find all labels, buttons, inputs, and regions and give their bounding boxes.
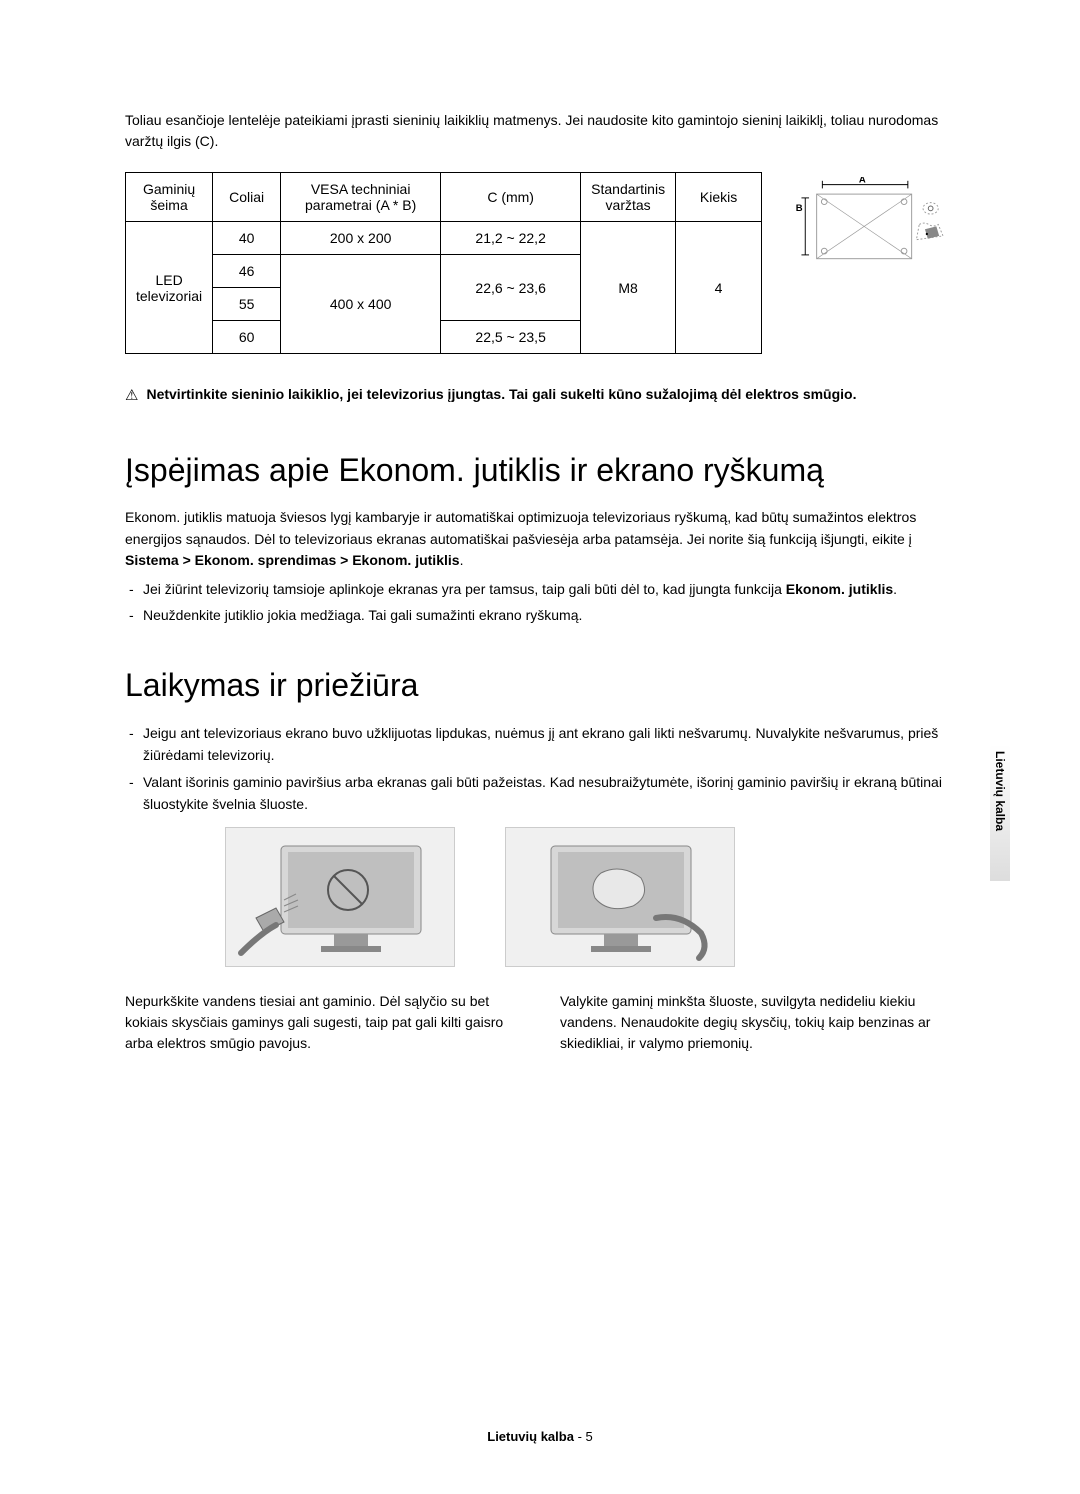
table-section: Gaminių šeima Coliai VESA techniniai par…	[125, 172, 965, 354]
th-screw: Standartinis varžtas	[581, 173, 676, 222]
cell-cmm-2: 22,6 ~ 23,6	[441, 255, 581, 321]
cell-inch-55: 55	[213, 288, 281, 321]
caption-cloth: Valykite gaminį minkšta šluoste, suvilgy…	[560, 991, 965, 1054]
th-inches: Coliai	[213, 173, 281, 222]
warning-row: ⚠ Netvirtinkite sieninio laikiklio, jei …	[125, 386, 965, 404]
section1-b1-pre: Jei žiūrint televizorių tamsioje aplinko…	[143, 581, 786, 597]
svg-text:A: A	[859, 177, 866, 186]
cell-vesa-400: 400 x 400	[281, 255, 441, 354]
cell-qty: 4	[676, 222, 762, 354]
cell-vesa-200: 200 x 200	[281, 222, 441, 255]
spec-table: Gaminių šeima Coliai VESA techniniai par…	[125, 172, 762, 354]
cell-cmm-3: 22,5 ~ 23,5	[441, 321, 581, 354]
bracket-diagram: A B	[782, 177, 952, 272]
warning-text: Netvirtinkite sieninio laikiklio, jei te…	[146, 386, 856, 402]
section1-b1: Jei žiūrint televizorių tamsioje aplinko…	[125, 578, 965, 600]
th-qty: Kiekis	[676, 173, 762, 222]
th-vesa: VESA techniniai parametrai (A * B)	[281, 173, 441, 222]
cell-inch-46: 46	[213, 255, 281, 288]
cell-inch-40: 40	[213, 222, 281, 255]
intro-text: Toliau esančioje lentelėje pateikiami įp…	[125, 110, 965, 152]
section1-bullets: Jei žiūrint televizorių tamsioje aplinko…	[125, 578, 965, 627]
figures-row	[125, 827, 965, 967]
cell-cmm-1: 21,2 ~ 22,2	[441, 222, 581, 255]
side-language-tab: Lietuvių kalba	[990, 745, 1010, 881]
figure-spray	[225, 827, 455, 967]
cell-family: LED televizoriai	[126, 222, 213, 354]
th-cmm: C (mm)	[441, 173, 581, 222]
section2-b1: Jeigu ant televizoriaus ekrano buvo užkl…	[125, 722, 965, 767]
th-family: Gaminių šeima	[126, 173, 213, 222]
section2-title: Laikymas ir priežiūra	[125, 667, 965, 704]
section1-title: Įspėjimas apie Ekonom. jutiklis ir ekran…	[125, 452, 965, 489]
section1-b1-bold: Ekonom. jutiklis	[786, 581, 893, 597]
footer-lang: Lietuvių kalba	[487, 1429, 574, 1444]
section1-b2: Neuždenkite jutiklio jokia medžiaga. Tai…	[125, 604, 965, 626]
caption-spray: Nepurkškite vandens tiesiai ant gaminio.…	[125, 991, 530, 1054]
section2-b2: Valant išorinis gaminio paviršius arba e…	[125, 771, 965, 816]
captions-row: Nepurkškite vandens tiesiai ant gaminio.…	[125, 991, 965, 1054]
section1-para: Ekonom. jutiklis matuoja šviesos lygį ka…	[125, 507, 965, 572]
section1-para-pre: Ekonom. jutiklis matuoja šviesos lygį ka…	[125, 509, 916, 547]
section2-bullets: Jeigu ant televizoriaus ekrano buvo užkl…	[125, 722, 965, 816]
footer-sep: -	[574, 1429, 586, 1444]
page-footer: Lietuvių kalba - 5	[0, 1429, 1080, 1444]
section1-path: Sistema > Ekonom. sprendimas > Ekonom. j…	[125, 552, 460, 568]
cell-screw: M8	[581, 222, 676, 354]
warning-icon: ⚠	[125, 386, 138, 404]
footer-page: 5	[586, 1429, 593, 1444]
figure-cloth	[505, 827, 735, 967]
svg-text:B: B	[796, 203, 803, 214]
cell-inch-60: 60	[213, 321, 281, 354]
